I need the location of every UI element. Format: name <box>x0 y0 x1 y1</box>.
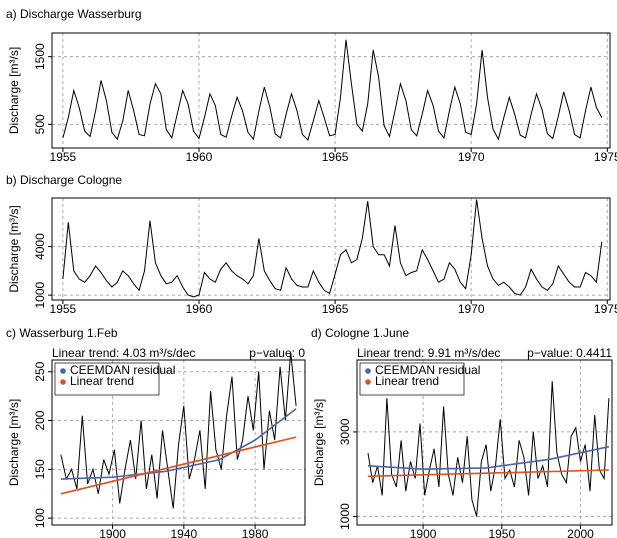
data-line <box>62 39 603 141</box>
y-tick-label: 200 <box>33 410 47 430</box>
y-tick-label: 150 <box>33 459 47 479</box>
data-line <box>60 436 297 495</box>
y-axis-label: Discharge [m³/s] <box>312 399 326 486</box>
data-line <box>60 408 297 480</box>
y-tick-label: 1000 <box>338 503 352 530</box>
x-tick-label: 1980 <box>242 527 269 538</box>
panel-title: b) Discharge Cologne <box>6 173 122 187</box>
panel-title: d) Cologne 1.June <box>311 326 409 340</box>
y-axis-label: Discharge [m³/s] <box>7 205 21 292</box>
p-value: p−value: 0.4411 <box>527 346 612 360</box>
x-tick-label: 1950 <box>488 527 515 538</box>
legend-label: Linear trend <box>70 374 134 388</box>
x-tick-label: 1960 <box>186 302 213 316</box>
y-tick-label: 250 <box>33 361 47 381</box>
y-tick-label: 500 <box>33 114 47 134</box>
x-tick-label: 1965 <box>322 150 349 164</box>
subtitle: Linear trend: 4.03 m³/s/dec <box>52 346 195 360</box>
legend-marker <box>60 379 66 385</box>
x-tick-label: 1975 <box>594 302 617 316</box>
plot-frame <box>51 359 306 526</box>
x-tick-label: 1955 <box>50 150 77 164</box>
p-value: p−value: 0 <box>249 346 305 360</box>
x-tick-label: 1975 <box>594 150 617 164</box>
legend-box <box>359 362 465 396</box>
y-tick-label: 100 <box>33 508 47 528</box>
panel-title: c) Wasserburg 1.Feb <box>6 326 118 340</box>
y-tick-label: 4000 <box>33 233 47 260</box>
x-tick-label: 1960 <box>186 150 213 164</box>
y-axis-label: Discharge [m³/s] <box>7 399 21 486</box>
x-tick-label: 1900 <box>99 527 126 538</box>
y-axis-label: Discharge [m³/s] <box>7 47 21 134</box>
subtitle: Linear trend: 9.91 m³/s/dec <box>357 346 500 360</box>
data-line <box>367 469 609 478</box>
data-line <box>60 352 297 509</box>
plot-frame <box>51 32 611 149</box>
plot-frame <box>356 359 613 526</box>
legend-box <box>54 362 160 396</box>
data-line <box>62 199 603 298</box>
legend-marker <box>60 368 66 374</box>
x-tick-label: 1970 <box>458 150 485 164</box>
x-tick-label: 1955 <box>50 302 77 316</box>
legend-label: CEEMDAN residual <box>70 363 175 377</box>
panel-title: a) Discharge Wasserburg <box>6 7 142 21</box>
y-tick-label: 1500 <box>33 43 47 70</box>
x-tick-label: 1940 <box>170 527 197 538</box>
x-tick-label: 1970 <box>458 302 485 316</box>
x-tick-label: 1965 <box>322 302 349 316</box>
y-tick-label: 3000 <box>338 418 352 445</box>
legend-label: Linear trend <box>375 374 439 388</box>
x-tick-label: 2000 <box>567 527 594 538</box>
x-tick-label: 1900 <box>410 527 437 538</box>
legend-marker <box>365 368 371 374</box>
legend-marker <box>365 379 371 385</box>
y-tick-label: 1000 <box>33 281 47 308</box>
data-line <box>367 445 610 471</box>
data-line <box>367 381 610 517</box>
legend-label: CEEMDAN residual <box>375 363 480 377</box>
plot-frame <box>51 197 611 301</box>
